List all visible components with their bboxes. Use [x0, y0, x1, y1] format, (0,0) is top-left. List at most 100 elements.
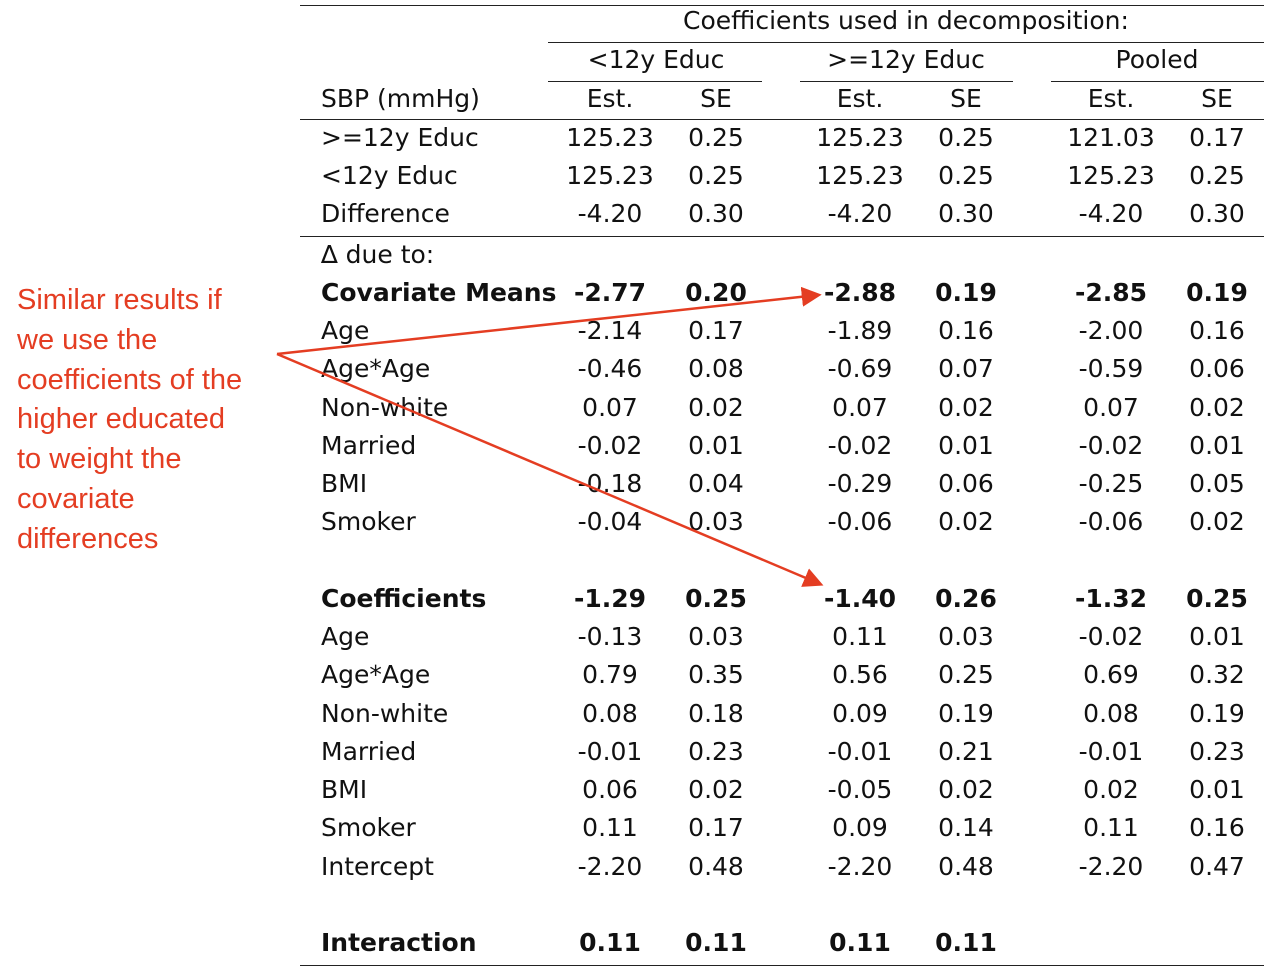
annotation-line: coefficients of the	[17, 363, 243, 396]
table-cell: 0.19	[1186, 278, 1248, 307]
table-cell: 0.25	[938, 660, 994, 689]
column-group-rule-ge12	[800, 81, 1013, 82]
table-cell: 0.56	[832, 660, 888, 689]
delta-label: ∆ due to:	[321, 240, 435, 269]
table-cell: 0.79	[582, 660, 638, 689]
subheader-se: SE	[1201, 84, 1233, 113]
table-cell: -0.25	[1078, 469, 1144, 498]
table-cell: 0.08	[688, 354, 744, 383]
table-cell: 0.19	[935, 278, 997, 307]
table-cell: 0.17	[688, 813, 744, 842]
annotation-line: covariate	[17, 482, 135, 515]
group-title: Coefficients used in decomposition:	[683, 6, 1129, 35]
table-cell: -1.40	[823, 584, 897, 613]
header-bottom-rule	[300, 119, 1264, 120]
table-cell: -0.01	[827, 737, 893, 766]
table-cell: 0.30	[938, 199, 994, 228]
table-cell: 0.07	[832, 393, 888, 422]
row-label: Smoker	[321, 813, 416, 842]
table-cell: 0.30	[688, 199, 744, 228]
outcome-label: SBP (mmHg)	[321, 84, 480, 113]
row-label: BMI	[321, 775, 368, 804]
table-cell: 0.30	[1189, 199, 1245, 228]
table-cell: 0.11	[579, 928, 641, 957]
table-cell: -0.02	[1078, 622, 1144, 651]
table-cell: 0.16	[938, 316, 994, 345]
table-cell: -2.88	[823, 278, 897, 307]
section-label-interaction: Interaction	[321, 928, 477, 957]
row-label: BMI	[321, 469, 368, 498]
table-cell: -1.29	[573, 584, 647, 613]
table-cell: -0.01	[577, 737, 643, 766]
table-cell: -0.04	[577, 507, 643, 536]
row-label: >=12y Educ	[321, 123, 479, 152]
annotation-line: higher educated	[17, 403, 225, 436]
table-cell: -4.20	[827, 199, 893, 228]
table-cell: -2.20	[1078, 852, 1144, 881]
table-cell: 0.69	[1083, 660, 1139, 689]
table-cell: -0.01	[1078, 737, 1144, 766]
table-cell: 0.11	[582, 813, 638, 842]
table-cell: 0.02	[1189, 393, 1245, 422]
annotation-line: differences	[17, 522, 159, 555]
table-cell: 0.32	[1189, 660, 1245, 689]
table-cell: 0.26	[935, 584, 997, 613]
row-label: Age*Age	[321, 354, 431, 383]
table-cell: 125.23	[816, 123, 904, 152]
table-cell: 0.25	[938, 161, 994, 190]
table-cell: 0.17	[688, 316, 744, 345]
annotation-callout: Similar results if we use the coefficien…	[17, 281, 282, 560]
table-cell: -0.02	[577, 431, 643, 460]
table-cell: -0.05	[827, 775, 893, 804]
section-label-coefficients: Coefficients	[321, 584, 487, 613]
table-cell: -0.13	[577, 622, 643, 651]
table-cell: 0.23	[1189, 737, 1245, 766]
table-cell: 0.19	[1189, 699, 1245, 728]
table-cell: 0.02	[938, 393, 994, 422]
table-cell: 125.23	[566, 161, 654, 190]
table-cell: -2.20	[577, 852, 643, 881]
table-cell: -0.69	[827, 354, 893, 383]
section-label-covariate-means: Covariate Means	[321, 278, 557, 307]
table-cell: 0.47	[1189, 852, 1245, 881]
table-cell: -0.06	[1078, 507, 1144, 536]
table-cell: 0.11	[829, 928, 891, 957]
row-label: Smoker	[321, 507, 416, 536]
table-cell: 125.23	[1067, 161, 1155, 190]
table-cell: 0.17	[1189, 123, 1245, 152]
table-cell: -0.02	[1078, 431, 1144, 460]
table-cell: -1.32	[1074, 584, 1148, 613]
table-cell: -0.06	[827, 507, 893, 536]
table-cell: 0.19	[938, 699, 994, 728]
table-cell: -0.29	[827, 469, 893, 498]
column-group-pooled: Pooled	[1115, 45, 1199, 74]
table-cell: 0.02	[1189, 507, 1245, 536]
table-top-rule	[300, 5, 1264, 6]
summary-bottom-rule	[300, 236, 1264, 237]
row-label: Married	[321, 737, 417, 766]
table-cell: 0.48	[688, 852, 744, 881]
table-cell: 0.25	[685, 584, 747, 613]
table-cell: 0.18	[688, 699, 744, 728]
row-label: Intercept	[321, 852, 434, 881]
table-cell: 0.16	[1189, 813, 1245, 842]
group-title-rule	[548, 42, 1264, 43]
column-group-rule-pooled	[1051, 81, 1264, 82]
table-cell: 0.08	[582, 699, 638, 728]
table-cell: 0.16	[1189, 316, 1245, 345]
row-label: Difference	[321, 199, 450, 228]
table-cell: -2.85	[1074, 278, 1148, 307]
table-cell: -0.59	[1078, 354, 1144, 383]
table-cell: 0.01	[1189, 622, 1245, 651]
table-cell: 0.25	[1189, 161, 1245, 190]
table-cell: 0.08	[1083, 699, 1139, 728]
column-group-rule-lt12	[548, 81, 762, 82]
table-cell: 0.01	[1189, 775, 1245, 804]
table-cell: 0.48	[938, 852, 994, 881]
table-cell: -2.00	[1078, 316, 1144, 345]
table-cell: 0.02	[688, 393, 744, 422]
table-cell: -0.18	[577, 469, 643, 498]
table-cell: 0.07	[938, 354, 994, 383]
arrow-to-covariate-means	[276, 286, 822, 356]
